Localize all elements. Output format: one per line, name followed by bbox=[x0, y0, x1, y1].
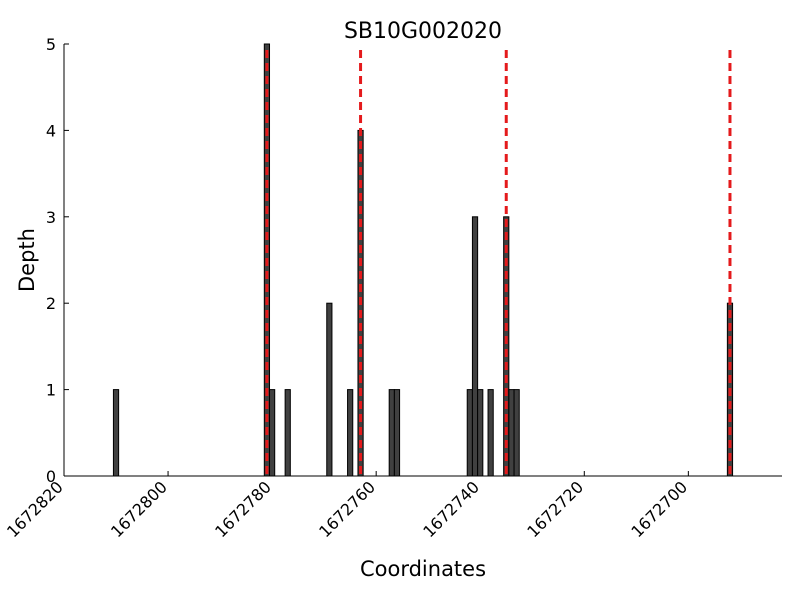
y-tick-label: 5 bbox=[46, 35, 56, 54]
y-tick-label: 0 bbox=[46, 467, 56, 486]
bar bbox=[477, 389, 484, 477]
x-tick-label: 1672720 bbox=[523, 477, 587, 541]
bar bbox=[112, 389, 120, 477]
bar bbox=[347, 389, 354, 477]
bar bbox=[466, 389, 473, 477]
x-tick-label: 1672780 bbox=[211, 477, 275, 541]
bar bbox=[269, 389, 276, 477]
x-tick-label: 1672740 bbox=[419, 477, 483, 541]
bar bbox=[284, 389, 291, 477]
bar bbox=[508, 389, 515, 477]
y-tick-label: 2 bbox=[46, 294, 56, 313]
bar bbox=[503, 216, 510, 477]
bar bbox=[513, 389, 520, 477]
chart-title: SB10G002020 bbox=[344, 19, 502, 44]
bar bbox=[326, 302, 333, 477]
bar bbox=[393, 389, 401, 477]
bar bbox=[487, 389, 494, 477]
y-tick-label: 3 bbox=[46, 208, 56, 227]
x-tick-label: 1672800 bbox=[107, 477, 171, 541]
bar bbox=[471, 216, 479, 477]
x-tick-label: 1672700 bbox=[627, 477, 691, 541]
x-tick-label: 1672820 bbox=[3, 477, 67, 541]
y-tick-label: 4 bbox=[46, 121, 56, 140]
x-tick-label: 1672760 bbox=[315, 477, 379, 541]
y-axis-label: Depth bbox=[15, 228, 39, 292]
y-tick-label: 1 bbox=[46, 381, 56, 400]
bar bbox=[388, 389, 395, 477]
x-axis-label: Coordinates bbox=[360, 557, 486, 581]
